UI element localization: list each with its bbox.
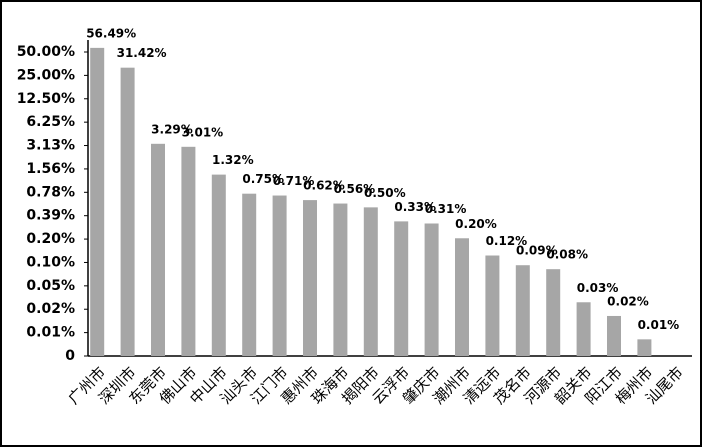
- value-label: 0.12%: [486, 234, 528, 248]
- value-label: 0.09%: [516, 244, 558, 258]
- y-tick-label: 0.02%: [26, 301, 75, 317]
- y-tick-label: 0.01%: [26, 325, 75, 341]
- bar: [485, 255, 500, 356]
- value-label: 31.42%: [117, 46, 167, 60]
- y-tick-label: 0: [65, 348, 75, 364]
- y-tick-label: 3.13%: [26, 138, 75, 154]
- bar: [576, 302, 591, 356]
- value-label: 0.62%: [303, 179, 345, 193]
- value-label: 0.56%: [334, 182, 376, 196]
- y-tick-label: 0.05%: [26, 278, 75, 294]
- bar: [333, 203, 348, 356]
- bar: [424, 223, 439, 356]
- bar: [120, 67, 135, 357]
- y-tick-label: 50.00%: [17, 44, 75, 60]
- bar: [181, 146, 196, 356]
- bar: [211, 174, 226, 356]
- value-label: 0.75%: [242, 172, 284, 186]
- bar: [303, 200, 317, 356]
- value-label: 0.03%: [577, 281, 619, 295]
- value-label: 0.71%: [273, 174, 315, 188]
- value-label: 3.01%: [182, 125, 224, 139]
- bar: [272, 195, 287, 356]
- bar: [90, 47, 105, 357]
- bar: [455, 238, 469, 356]
- value-label: 0.02%: [607, 294, 649, 308]
- y-tick-label: 6.25%: [26, 114, 75, 130]
- value-label: 0.20%: [455, 217, 497, 231]
- value-label: 0.50%: [364, 186, 406, 200]
- y-tick-label: 25.00%: [17, 67, 75, 83]
- bar: [607, 315, 621, 356]
- y-tick-label: 0.10%: [26, 254, 75, 270]
- bar: [515, 265, 530, 356]
- y-tick-label: 0.78%: [26, 184, 75, 200]
- bar: [242, 193, 257, 356]
- y-tick-label: 0.20%: [26, 231, 75, 247]
- bar: [151, 143, 165, 356]
- bar: [637, 339, 652, 356]
- value-label: 0.08%: [546, 248, 588, 262]
- y-tick-label: 12.50%: [17, 91, 75, 107]
- bar: [546, 269, 561, 356]
- y-tick-label: 1.56%: [26, 161, 75, 177]
- value-label: 0.33%: [394, 200, 436, 214]
- y-tick-label: 0.39%: [26, 208, 75, 224]
- bar: [394, 221, 409, 356]
- value-label: 0.01%: [638, 318, 680, 332]
- value-label: 0.31%: [425, 202, 467, 216]
- value-label: 3.29%: [151, 122, 193, 136]
- value-label: 1.32%: [212, 153, 254, 167]
- value-label: 56.49%: [86, 26, 136, 40]
- bar: [363, 207, 378, 356]
